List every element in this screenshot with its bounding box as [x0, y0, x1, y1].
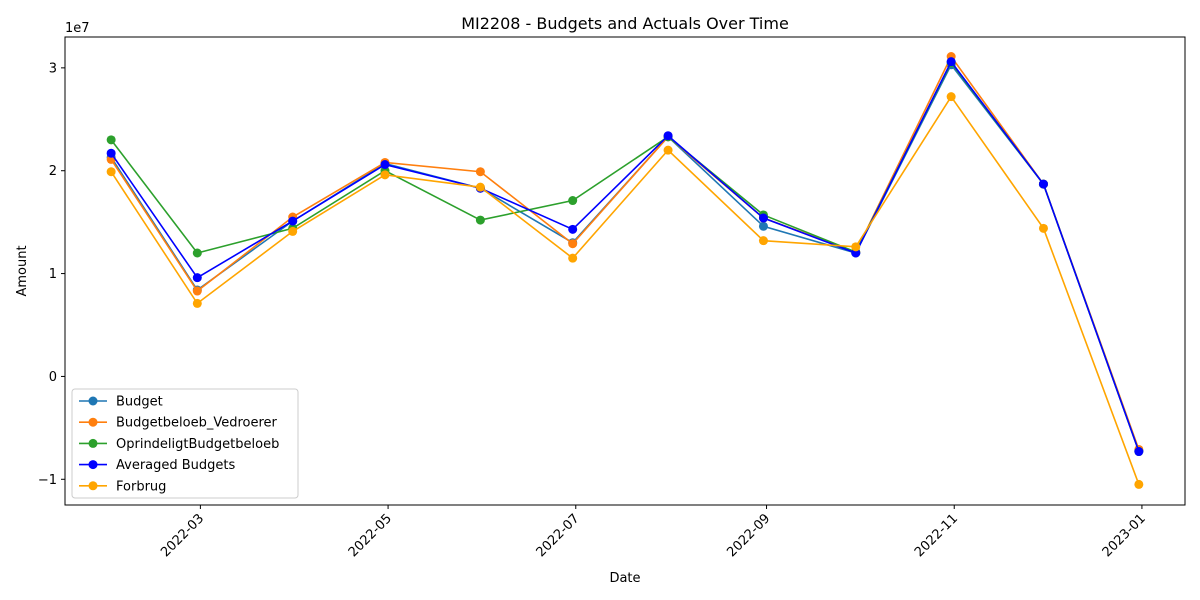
legend-label: OprindeligtBudgetbeloeb: [116, 437, 279, 452]
legend-box: [71, 388, 299, 499]
data-point: [851, 248, 861, 258]
data-point: [106, 135, 116, 145]
x-tick-label: 2022-09: [724, 511, 773, 560]
legend-label: Averaged Budgets: [116, 458, 236, 473]
data-point: [663, 145, 673, 155]
data-point: [106, 167, 116, 177]
series-3: [106, 57, 1144, 457]
legend-entry: Averaged Budgets: [79, 458, 236, 473]
series-line: [110, 54, 1140, 450]
legend-label: Budget: [116, 395, 163, 410]
data-point: [946, 92, 956, 102]
data-point: [568, 196, 578, 206]
y-axis-label: Amount: [15, 245, 30, 296]
data-point: [758, 221, 768, 231]
data-point: [758, 236, 768, 246]
y-tick-label: 0: [49, 370, 57, 385]
legend-entry: Budget: [79, 395, 163, 410]
data-point: [192, 298, 202, 308]
series-line: [110, 60, 1140, 452]
data-point: [192, 248, 202, 258]
series-line: [110, 95, 1140, 485]
y-tick-label: 3: [49, 61, 57, 76]
data-point: [475, 182, 485, 192]
data-point: [475, 167, 485, 177]
x-tick-label: 2023-01: [1100, 511, 1149, 560]
legend-marker: [88, 396, 98, 406]
legend-entry: Budgetbeloeb_Vedroerer: [79, 416, 278, 431]
x-tick-label: 2022-11: [912, 511, 961, 560]
y-tick-label: −1: [38, 473, 57, 488]
y-tick-label: 2: [49, 164, 57, 179]
data-point: [1134, 479, 1144, 489]
data-point: [192, 286, 202, 296]
x-tick-label: 2022-07: [534, 511, 583, 560]
data-point: [946, 57, 956, 67]
data-point: [568, 224, 578, 234]
x-tick-label: 2022-05: [346, 511, 395, 560]
y-offset-label: 1e7: [65, 21, 90, 36]
legend-marker: [88, 481, 98, 491]
y-tick-label: 1: [49, 267, 57, 282]
series-4: [106, 92, 1144, 489]
plot-area: [106, 52, 1144, 489]
data-point: [1038, 223, 1048, 233]
data-point: [758, 213, 768, 223]
data-point: [568, 253, 578, 263]
data-point: [851, 242, 861, 252]
data-point: [288, 226, 298, 236]
legend-label: Budgetbeloeb_Vedroerer: [116, 416, 278, 431]
data-point: [192, 273, 202, 283]
legend: Budget Budgetbeloeb_Vedroerer OprindeligtB…: [71, 388, 299, 499]
legend-entry: OprindeligtBudgetbeloeb: [79, 437, 279, 452]
data-point: [1038, 179, 1048, 189]
data-point: [380, 170, 390, 180]
data-point: [663, 131, 673, 141]
data-point: [288, 216, 298, 226]
data-point: [1134, 447, 1144, 457]
data-point: [106, 148, 116, 158]
x-axis-label: Date: [609, 571, 640, 586]
legend-marker: [88, 417, 98, 427]
legend-marker: [88, 460, 98, 470]
legend-marker: [88, 438, 98, 448]
chart-title: MI2208 - Budgets and Actuals Over Time: [461, 14, 789, 33]
legend-label: Forbrug: [116, 479, 166, 494]
data-point: [380, 160, 390, 170]
plot-frame: [64, 36, 1186, 506]
data-point: [568, 239, 578, 249]
data-point: [475, 215, 485, 225]
x-tick-label: 2022-03: [158, 511, 207, 560]
legend-entry: Forbrug: [79, 479, 166, 494]
